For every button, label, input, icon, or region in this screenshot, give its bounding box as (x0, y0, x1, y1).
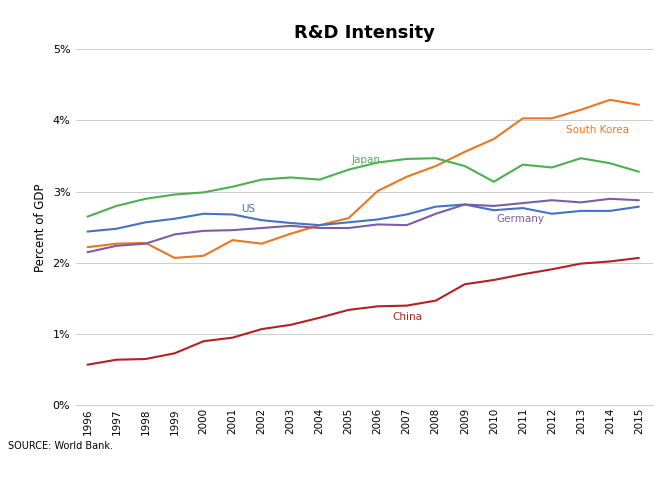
Text: F: F (8, 468, 16, 481)
Y-axis label: Percent of GDP: Percent of GDP (34, 183, 47, 272)
Title: R&D Intensity: R&D Intensity (294, 24, 435, 42)
Text: St. Louis: St. Louis (221, 468, 283, 481)
Text: Germany: Germany (497, 214, 544, 224)
Text: Federal Reserve Bank: Federal Reserve Bank (8, 468, 156, 481)
Text: China: China (392, 312, 422, 322)
Text: Japan: Japan (352, 155, 381, 165)
Text: US: US (242, 204, 255, 213)
Text: South Korea: South Korea (566, 125, 630, 135)
Text: of: of (197, 468, 210, 481)
Text: SOURCE: World Bank.: SOURCE: World Bank. (8, 441, 113, 451)
